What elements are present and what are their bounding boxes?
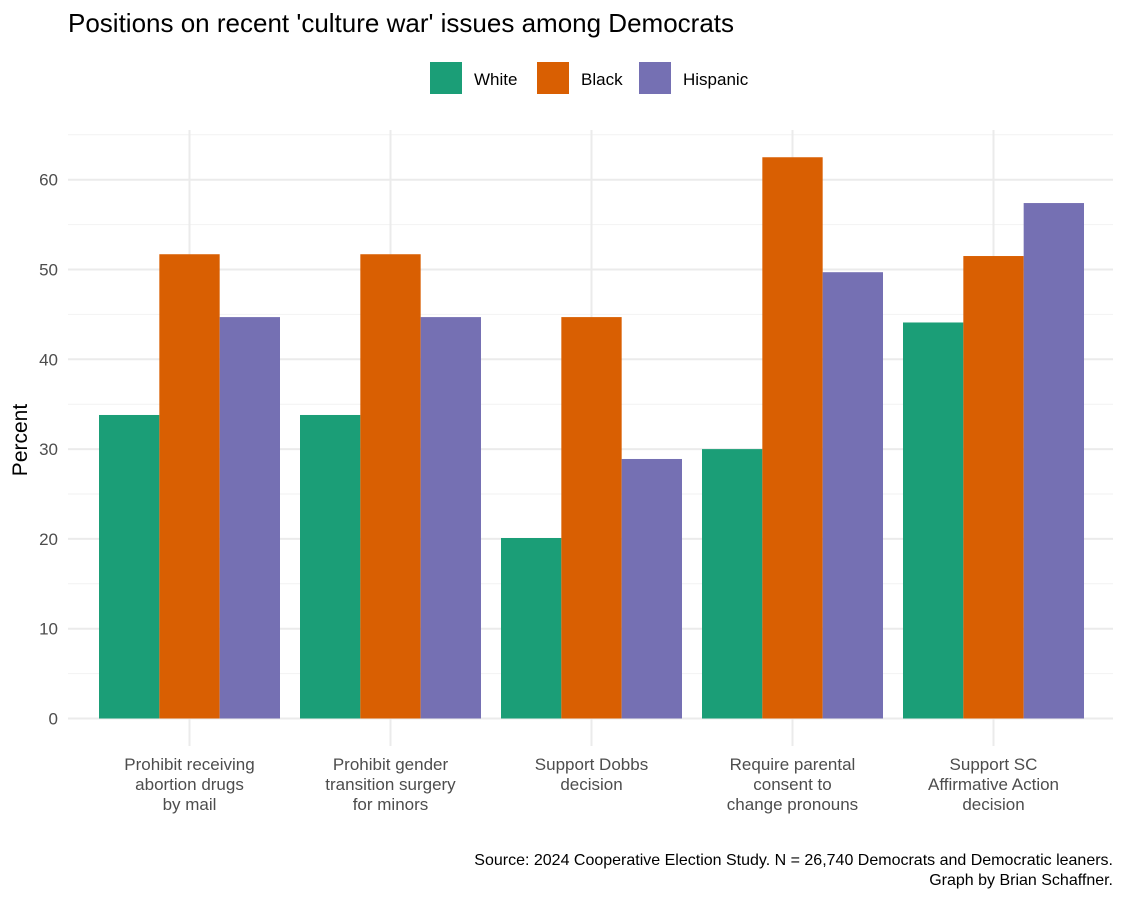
caption-line: Graph by Brian Schaffner. <box>929 872 1113 889</box>
bar-black-5 <box>963 256 1024 719</box>
y-tick-label: 40 <box>39 350 58 369</box>
bar-white-2 <box>300 414 361 719</box>
bar-hispanic-2 <box>420 317 481 719</box>
y-tick-label: 0 <box>49 710 58 729</box>
bar-hispanic-5 <box>1023 203 1084 719</box>
bar-black-4 <box>762 157 823 719</box>
x-tick-label: Support SC Affirmative Action decision <box>928 755 1059 814</box>
bar-hispanic-3 <box>621 458 682 719</box>
y-tick-label: 60 <box>39 171 58 190</box>
bar-white-1 <box>99 414 160 719</box>
legend: White Black Hispanic <box>430 62 749 94</box>
bar-black-1 <box>159 254 220 719</box>
x-tick-label: Require parental consent to change pronoun… <box>727 755 858 814</box>
caption-line: Source: 2024 Cooperative Election Study.… <box>474 852 1113 869</box>
y-tick-label: 30 <box>39 440 58 459</box>
x-tick-label: Prohibit gender transition surgery for min… <box>325 755 456 814</box>
bar-black-3 <box>561 317 622 719</box>
bar-black-2 <box>360 254 421 719</box>
bar-white-5 <box>903 322 964 719</box>
legend-swatch-hispanic <box>639 62 671 94</box>
y-tick-label: 50 <box>39 261 58 280</box>
x-tick-label: Prohibit receiving abortion drugs by mail <box>124 755 254 814</box>
x-tick-label: Support Dobbs decision <box>535 755 648 794</box>
bars <box>99 157 1084 719</box>
bar-hispanic-4 <box>822 272 883 719</box>
y-axis-ticks: 0 10 20 30 40 50 60 <box>39 171 58 729</box>
bar-white-4 <box>702 449 763 719</box>
legend-swatch-black <box>537 62 569 94</box>
chart-title: Positions on recent 'culture war' issues… <box>68 8 734 38</box>
legend-label-white: White <box>474 70 517 89</box>
legend-label-hispanic: Hispanic <box>683 70 749 89</box>
x-axis-ticks: Prohibit receiving abortion drugs by mail P… <box>124 755 1059 814</box>
y-tick-label: 20 <box>39 530 58 549</box>
legend-label-black: Black <box>581 70 623 89</box>
bar-white-3 <box>501 538 562 719</box>
legend-swatch-white <box>430 62 462 94</box>
bar-hispanic-1 <box>219 317 280 719</box>
y-tick-label: 10 <box>39 620 58 639</box>
caption: Source: 2024 Cooperative Election Study.… <box>474 852 1113 889</box>
y-axis-title: Percent <box>9 404 32 477</box>
